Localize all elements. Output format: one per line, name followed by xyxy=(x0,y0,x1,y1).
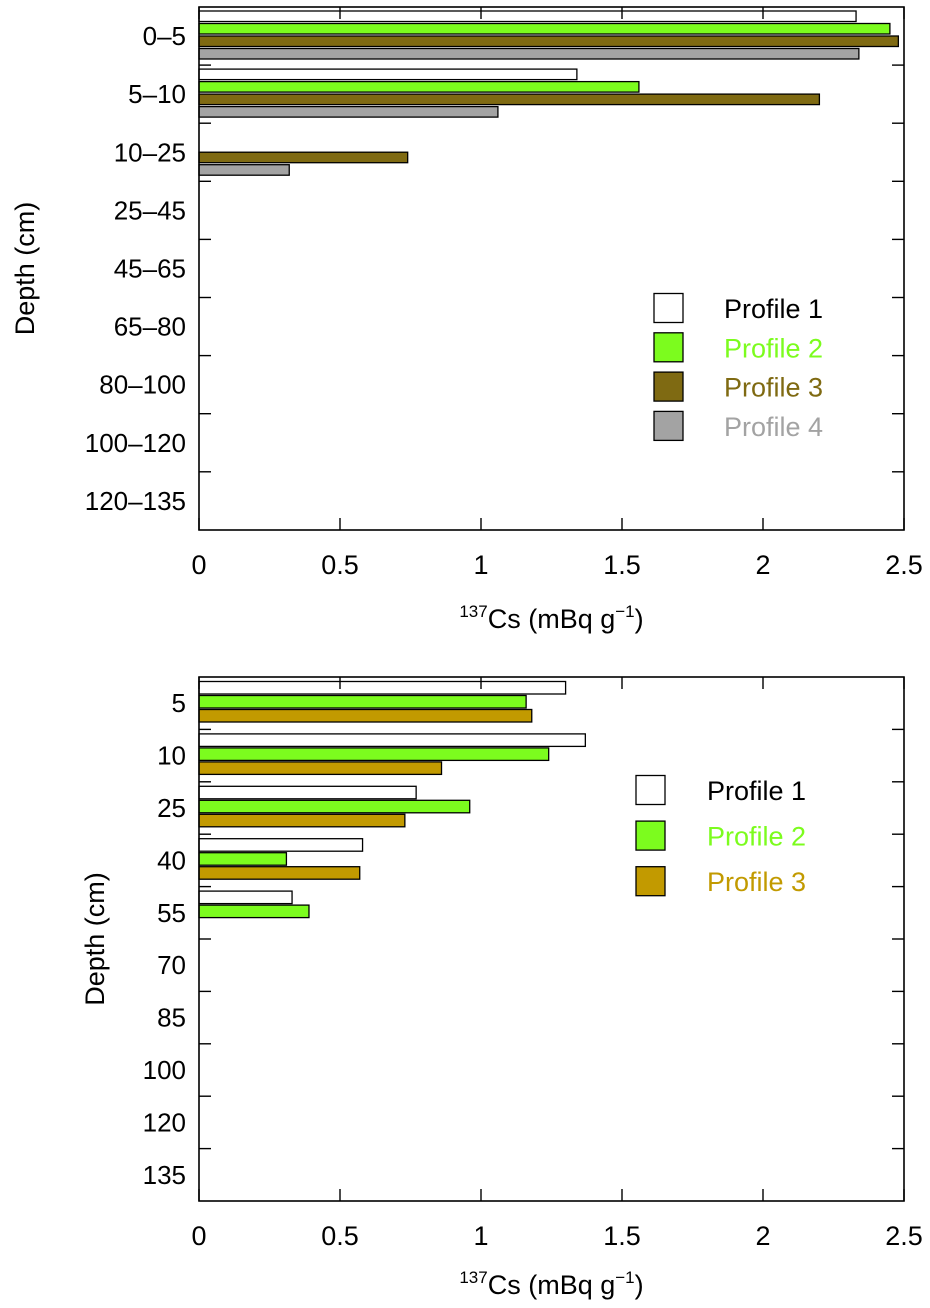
legend-swatch xyxy=(653,371,684,402)
legend: Profile 1 Profile 2 Profile 3 xyxy=(635,774,806,897)
legend-label: Profile 1 xyxy=(724,294,823,324)
chart-panel-1: 0 0.5 1 1.5 2 2.5 0–5 5–10 10–25 25–45 45–65 65–80 8… xyxy=(10,6,923,634)
bar-profile-3-3 xyxy=(198,151,409,164)
bar-profile-4-3 xyxy=(198,164,290,176)
x-tick-label: 1 xyxy=(473,550,488,580)
bar-profile-1-5 xyxy=(198,890,293,905)
legend-swatch xyxy=(653,332,684,363)
x-tick-label: 2.5 xyxy=(885,550,923,580)
bar-profile-3-3 xyxy=(198,813,406,828)
x-tick-label: 1.5 xyxy=(603,550,641,580)
y-tick-label: 80–100 xyxy=(99,370,186,400)
y-tick-label: 0–5 xyxy=(143,21,186,51)
legend-label: Profile 2 xyxy=(724,333,823,363)
y-tick-label: 65–80 xyxy=(114,312,186,342)
bar-profile-1-1 xyxy=(198,10,857,23)
y-tick-label: 135 xyxy=(143,1160,186,1190)
bar-profile-1-2 xyxy=(198,733,586,748)
x-tick-label: 2 xyxy=(755,550,770,580)
x-tick-label: 0.5 xyxy=(321,550,359,580)
legend: Profile 1 Profile 2 Profile 3 Profile 4 xyxy=(653,292,823,442)
y-tick-label: 5 xyxy=(172,688,186,718)
y-tick-label: 100 xyxy=(143,1055,186,1085)
legend-label: Profile 3 xyxy=(724,373,823,403)
y-tick-label: 85 xyxy=(157,1003,186,1033)
bar-profile-1-4 xyxy=(198,838,364,852)
legend-label: Profile 3 xyxy=(707,867,806,897)
legend-swatch xyxy=(653,410,684,442)
bar-profile-3-1 xyxy=(198,708,533,723)
y-tick-label: 10–25 xyxy=(114,137,186,167)
bar-profile-3-2 xyxy=(198,761,443,776)
y-tick-label: 100–120 xyxy=(85,428,186,458)
bar-profile-1-2 xyxy=(198,68,578,81)
bar-profile-4-2 xyxy=(198,105,499,118)
bar-profile-3-2 xyxy=(198,93,821,106)
y-tick-label: 25 xyxy=(157,793,186,823)
bar-profile-4-1 xyxy=(198,47,860,60)
y-tick-label: 55 xyxy=(157,898,186,928)
bar-profile-3-1 xyxy=(198,35,900,48)
x-tick-label: 0 xyxy=(191,1221,206,1251)
y-tick-label: 45–65 xyxy=(114,253,186,283)
bar-profile-2-4 xyxy=(198,852,288,866)
bar-profile-2-2 xyxy=(198,747,550,762)
bar-profile-2-2 xyxy=(198,80,640,93)
plot-frame xyxy=(198,6,905,531)
bar-profile-2-3 xyxy=(198,799,471,814)
y-tick-label: 120–135 xyxy=(85,486,186,516)
x-tick-label: 0 xyxy=(191,550,206,580)
legend-label: Profile 2 xyxy=(707,822,806,852)
legend-label: Profile 1 xyxy=(707,776,806,806)
x-tick-label: 2.5 xyxy=(885,1221,923,1251)
bar-profile-1-1 xyxy=(198,680,567,695)
y-axis-label: Depth (cm) xyxy=(10,202,40,336)
y-tick-label: 5–10 xyxy=(128,79,186,109)
x-axis-label: 137Cs (mBq g−1) xyxy=(459,1268,643,1300)
y-tick-label: 10 xyxy=(157,741,186,771)
y-tick-label: 120 xyxy=(143,1107,186,1137)
x-tick-label: 1.5 xyxy=(603,1221,641,1251)
x-tick-label: 1 xyxy=(473,1221,488,1251)
bar-profile-2-1 xyxy=(198,694,527,709)
x-tick-label: 0.5 xyxy=(321,1221,359,1251)
bar-profile-1-3 xyxy=(198,785,417,800)
x-axis-label: 137Cs (mBq g−1) xyxy=(459,602,643,634)
y-tick-label: 70 xyxy=(157,950,186,980)
bar-profile-2-1 xyxy=(198,22,891,35)
y-tick-label: 25–45 xyxy=(114,195,186,225)
x-tick-label: 2 xyxy=(755,1221,770,1251)
legend-swatch xyxy=(635,866,666,897)
y-tick-label: 40 xyxy=(157,845,186,875)
legend-label: Profile 4 xyxy=(724,412,823,442)
y-axis-label: Depth (cm) xyxy=(80,872,110,1006)
legend-swatch xyxy=(635,820,666,851)
legend-swatch xyxy=(653,292,684,324)
chart-panel-2: 0 0.5 1 1.5 2 2.5 5 10 25 40 55 70 85 100 120 135 Depth … xyxy=(80,676,923,1300)
bar-profile-2-5 xyxy=(198,904,310,919)
bar-profile-3-4 xyxy=(198,866,361,880)
legend-swatch xyxy=(635,774,666,806)
